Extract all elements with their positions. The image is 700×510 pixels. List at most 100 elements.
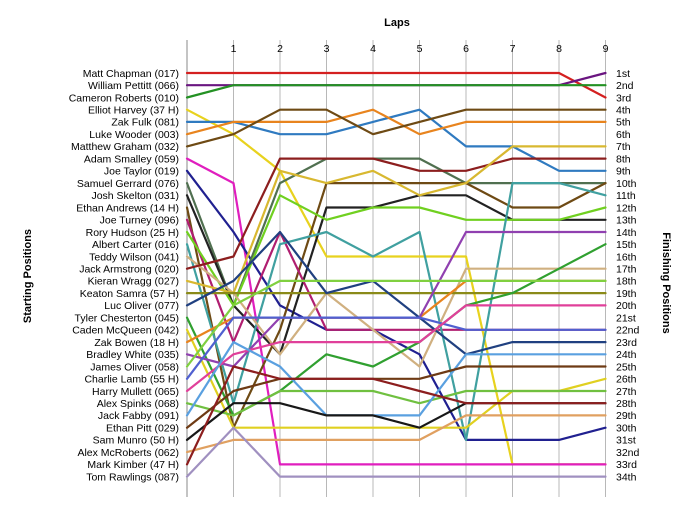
finish-label: 14th xyxy=(616,227,637,239)
start-label: Adam Smalley (059) xyxy=(84,153,179,165)
finish-label: 27th xyxy=(616,386,637,398)
x-tick-labels: 1 2 3 4 5 6 7 8 9 xyxy=(231,43,609,55)
start-label: Albert Carter (016) xyxy=(92,239,179,251)
x-tick-label: 2 xyxy=(277,43,283,55)
start-label: Sam Munro (50 H) xyxy=(93,435,179,447)
series-line-17 xyxy=(185,157,607,270)
finish-label: 16th xyxy=(616,251,637,263)
series-line-18 xyxy=(185,145,607,295)
series-line-32 xyxy=(185,414,607,454)
start-label: Caden McQueen (042) xyxy=(72,325,179,337)
finish-label: 13th xyxy=(616,215,637,227)
finish-label: 21st xyxy=(616,312,636,324)
finish-label: 15th xyxy=(616,239,637,251)
x-tick-label: 4 xyxy=(370,43,376,55)
finish-label: 7th xyxy=(616,141,631,153)
series-line-20 xyxy=(185,230,607,356)
start-label: Alex McRoberts (062) xyxy=(77,447,179,459)
series-line-14 xyxy=(185,194,607,307)
start-label: Joe Taylor (019) xyxy=(104,166,179,178)
start-label: Jack Fabby (091) xyxy=(98,410,179,422)
finish-label: 23rd xyxy=(616,337,637,349)
x-tick-label: 9 xyxy=(603,43,609,55)
series-line-16 xyxy=(185,255,607,368)
start-label: Bradley White (035) xyxy=(86,349,179,361)
start-label: Elliot Harvey (37 H) xyxy=(88,104,179,116)
series-lines xyxy=(185,71,607,478)
start-label: Keaton Samra (57 H) xyxy=(80,288,179,300)
finish-label: 29th xyxy=(616,410,637,422)
finish-label: 22nd xyxy=(616,325,640,337)
start-label: Matthew Graham (032) xyxy=(71,141,179,153)
start-label: Charlie Lamb (55 H) xyxy=(84,374,179,386)
start-label: Harry Mullett (065) xyxy=(92,386,179,398)
x-tick-label: 6 xyxy=(463,43,469,55)
y-axis-title-right: Finishing Positions xyxy=(660,232,672,333)
series-line-7 xyxy=(185,108,607,148)
finish-label: 30th xyxy=(616,422,637,434)
finish-label: 18th xyxy=(616,276,637,288)
start-label: Matt Chapman (017) xyxy=(83,68,179,80)
finish-label: 25th xyxy=(616,361,637,373)
finish-label: 20th xyxy=(616,300,637,312)
start-label: William Pettitt (066) xyxy=(88,80,179,92)
finish-label: 3rd xyxy=(616,92,631,104)
x-tick-label: 1 xyxy=(231,43,237,55)
start-label: James Oliver (058) xyxy=(90,361,179,373)
finish-label: 28th xyxy=(616,398,637,410)
start-label: Luke Wooder (003) xyxy=(89,129,179,141)
series-line-6 xyxy=(185,108,607,136)
start-label: Ethan Andrews (14 H) xyxy=(76,202,179,214)
start-label: Tom Rawlings (087) xyxy=(86,471,179,483)
start-label: Rory Hudson (25 H) xyxy=(86,227,179,239)
finish-label: 4th xyxy=(616,104,631,116)
finish-label: 11th xyxy=(616,190,636,202)
x-tick-label: 5 xyxy=(417,43,423,55)
series-line-3 xyxy=(185,84,607,99)
finish-label: 5th xyxy=(616,117,631,129)
series-line-25 xyxy=(185,279,607,368)
series-line-23 xyxy=(185,279,607,344)
x-tick-label: 8 xyxy=(556,43,562,55)
start-label: Samuel Gerrard (076) xyxy=(77,178,179,190)
x-axis-title: Laps xyxy=(384,17,410,29)
series-line-30 xyxy=(185,365,607,429)
finish-label: 6th xyxy=(616,129,631,141)
finish-label: 34th xyxy=(616,471,637,483)
finish-label: 17th xyxy=(616,263,637,275)
series-line-27 xyxy=(185,304,607,393)
start-label: Josh Skelton (031) xyxy=(91,190,179,202)
start-label: Teddy Wilson (041) xyxy=(89,251,179,263)
finish-label: 8th xyxy=(616,153,631,165)
x-tick-label: 3 xyxy=(324,43,330,55)
finish-label: 31st xyxy=(616,435,636,447)
start-label: Mark Kimber (47 H) xyxy=(87,459,179,471)
series-line-26 xyxy=(185,316,607,380)
start-labels: Matt Chapman (017)William Pettitt (066)C… xyxy=(69,68,179,484)
series-line-5 xyxy=(185,108,607,172)
finish-labels: 1st2nd3rd4th5th6th7th8th9th10th11th12th1… xyxy=(616,68,640,484)
finish-label: 9th xyxy=(616,166,631,178)
finish-label: 1st xyxy=(616,68,630,80)
start-label: Joe Turney (096) xyxy=(100,215,179,227)
start-label: Cameron Roberts (010) xyxy=(69,92,179,104)
series-line-2 xyxy=(185,71,607,87)
finish-label: 24th xyxy=(616,349,637,361)
x-tick-label: 7 xyxy=(510,43,516,55)
finish-label: 19th xyxy=(616,288,637,300)
start-label: Zak Fulk (081) xyxy=(111,117,179,129)
finish-label: 26th xyxy=(616,374,637,386)
start-label: Jack Armstrong (020) xyxy=(79,263,179,275)
series-line-1 xyxy=(185,71,607,99)
series-line-34 xyxy=(185,426,607,478)
series-line-8 xyxy=(185,157,607,466)
start-label: Kieran Wragg (027) xyxy=(88,276,179,288)
series-line-29 xyxy=(185,341,607,417)
series-line-31 xyxy=(185,402,607,441)
finish-label: 10th xyxy=(616,178,637,190)
series-line-33 xyxy=(185,365,607,466)
finish-label: 33rd xyxy=(616,459,637,471)
y-axis-title-left: Starting Positions xyxy=(22,229,34,323)
start-label: Luc Oliver (077) xyxy=(104,300,179,312)
